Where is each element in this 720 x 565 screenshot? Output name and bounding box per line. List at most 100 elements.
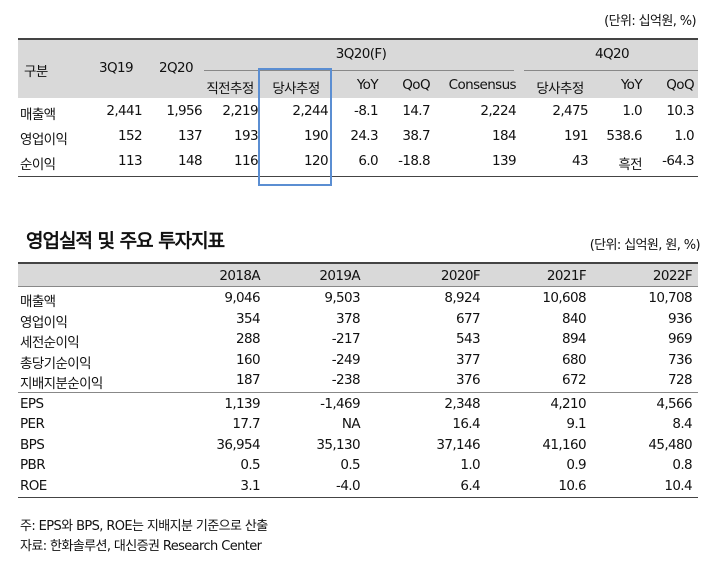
table-cell: 0.5 bbox=[340, 457, 360, 473]
table-cell: 193 bbox=[234, 128, 259, 144]
table-cell: 677 bbox=[456, 310, 481, 327]
table-cell: 137 bbox=[178, 128, 203, 144]
table-cell: 0.8 bbox=[672, 457, 692, 473]
table-cell: 728 bbox=[668, 372, 693, 388]
group-underline-4q20 bbox=[524, 70, 698, 71]
row-label: 매출액 bbox=[20, 294, 56, 310]
row-label: EPS bbox=[20, 395, 44, 412]
section-title: 영업실적 및 주요 투자지표 bbox=[26, 230, 225, 252]
table-cell: 672 bbox=[562, 372, 587, 388]
annual-indicator-table: 2018A 2019A 2020F 2021F 2022F 매출액 9,046 9,… bbox=[18, 262, 698, 498]
year-header: 2021F bbox=[546, 268, 587, 284]
table-cell: 1,956 bbox=[166, 103, 202, 119]
table-cell: -249 bbox=[331, 351, 361, 368]
sub-header: 당사추정 bbox=[536, 81, 584, 97]
table-cell: 38.7 bbox=[402, 128, 430, 144]
table-cell: 113 bbox=[118, 153, 143, 169]
table-cell: 9,503 bbox=[324, 290, 360, 306]
header-3q19: 3Q19 bbox=[99, 60, 134, 76]
table-cell: 17.7 bbox=[232, 416, 260, 432]
table-cell: 1.0 bbox=[460, 457, 480, 473]
table-cell: 10.3 bbox=[666, 103, 694, 119]
table-cell: 45,480 bbox=[648, 436, 692, 453]
group-underline-3q20 bbox=[204, 70, 514, 71]
table-cell: 148 bbox=[178, 153, 203, 169]
table-cell: 1,139 bbox=[224, 395, 260, 412]
table-cell: 10.6 bbox=[558, 477, 586, 494]
table-cell: 680 bbox=[562, 351, 587, 368]
table1-body: 매출액 2,441 1,956 2,219 2,244 -8.1 14.7 2,224 2,47… bbox=[18, 98, 698, 177]
table-cell: 43 bbox=[572, 153, 589, 169]
table-cell: 37,146 bbox=[436, 436, 480, 453]
table-cell: 538.6 bbox=[606, 128, 642, 144]
table-row: EPS 1,139 -1,469 2,348 4,210 4,566 bbox=[18, 394, 698, 415]
table-cell: 흑전 bbox=[618, 157, 642, 173]
table-row: 매출액 2,441 1,956 2,219 2,244 -8.1 14.7 2,224 2,47… bbox=[18, 99, 698, 124]
table-cell: 152 bbox=[118, 128, 143, 144]
table-cell: 840 bbox=[562, 310, 587, 327]
table-cell: 4,566 bbox=[656, 395, 692, 412]
table-row: 세전순이익 288 -217 543 894 969 bbox=[18, 329, 698, 351]
sub-header: Consensus bbox=[448, 77, 517, 93]
table-cell: 9.1 bbox=[566, 416, 586, 432]
table-cell: 24.3 bbox=[350, 128, 378, 144]
table-cell: 2,348 bbox=[444, 395, 480, 412]
table-cell: 0.9 bbox=[566, 457, 586, 473]
table-cell: -4.0 bbox=[336, 477, 361, 494]
table-cell: 354 bbox=[236, 310, 261, 327]
row-label: BPS bbox=[20, 436, 45, 453]
table-cell: 36,954 bbox=[216, 436, 260, 453]
row-label: PBR bbox=[20, 457, 46, 473]
row-label: PER bbox=[20, 416, 45, 432]
table-cell: -64.3 bbox=[662, 153, 695, 169]
table-cell: 8,924 bbox=[444, 290, 480, 306]
table-cell: 2,219 bbox=[222, 103, 258, 119]
table-cell: -18.8 bbox=[398, 153, 431, 169]
table-cell: 160 bbox=[236, 351, 261, 368]
year-header: 2022F bbox=[652, 268, 693, 284]
table-row: BPS 36,954 35,130 37,146 41,160 45,480 bbox=[18, 435, 698, 456]
sub-header: 당사추정 bbox=[272, 81, 320, 97]
table-cell: -217 bbox=[331, 331, 361, 347]
table-row: 영업이익 152 137 193 190 24.3 38.7 184 191 538.6 1.0 bbox=[18, 124, 698, 149]
table-cell: 378 bbox=[336, 310, 361, 327]
table1-header: 구분 3Q19 2Q20 3Q20(F) 4Q20 직전추정 당사추정 YoY … bbox=[18, 38, 698, 98]
row-label: 총당기순이익 bbox=[20, 355, 92, 372]
table2-income-group: 매출액 9,046 9,503 8,924 10,608 10,708 영업이익 354 378… bbox=[18, 287, 698, 393]
table-row: 매출액 9,046 9,503 8,924 10,608 10,708 bbox=[18, 288, 698, 310]
table-cell: 736 bbox=[668, 351, 693, 368]
table-cell: 936 bbox=[668, 310, 693, 327]
header-3q20-group: 3Q20(F) bbox=[335, 46, 387, 62]
table-cell: 376 bbox=[456, 372, 481, 388]
table-cell: 9,046 bbox=[224, 290, 260, 306]
unit-label-top: (단위: 십억원, %) bbox=[604, 14, 696, 29]
row-label: 영업이익 bbox=[20, 314, 68, 331]
table-cell: 1.0 bbox=[622, 103, 642, 119]
table-cell: 894 bbox=[562, 331, 587, 347]
header-4q20-group: 4Q20 bbox=[595, 46, 630, 62]
table-cell: 969 bbox=[668, 331, 693, 347]
table-cell: -8.1 bbox=[354, 103, 379, 119]
sub-header: QoQ bbox=[666, 77, 694, 93]
table-cell: NA bbox=[341, 416, 361, 432]
table-cell: 191 bbox=[564, 128, 589, 144]
footnotes: 주: EPS와 BPS, ROE는 지배지분 기준으로 산출 자료: 한화솔루션… bbox=[20, 517, 268, 557]
table-cell: 120 bbox=[304, 153, 329, 169]
table-cell: 190 bbox=[304, 128, 329, 144]
table-row: PBR 0.5 0.5 1.0 0.9 0.8 bbox=[18, 455, 698, 476]
header-label: 구분 bbox=[24, 64, 48, 80]
row-label: 세전순이익 bbox=[20, 335, 80, 351]
table-cell: 6.4 bbox=[460, 477, 480, 494]
table-row: 지배지분순이익 187 -238 376 672 728 bbox=[18, 370, 698, 392]
row-label: 매출액 bbox=[20, 107, 56, 123]
table-cell: 543 bbox=[456, 331, 481, 347]
table-row: 순이익 113 148 116 120 6.0 -18.8 139 43 흑전 -64.3 bbox=[18, 149, 698, 174]
table-cell: 6.0 bbox=[358, 153, 378, 169]
year-header: 2019A bbox=[319, 268, 360, 284]
table-cell: 116 bbox=[234, 153, 259, 169]
table-cell: 2,244 bbox=[292, 103, 328, 119]
table-row: 영업이익 354 378 677 840 936 bbox=[18, 309, 698, 331]
table-cell: 2,224 bbox=[480, 103, 516, 119]
year-header: 2018A bbox=[219, 268, 260, 284]
table-cell: 8.4 bbox=[672, 416, 692, 432]
